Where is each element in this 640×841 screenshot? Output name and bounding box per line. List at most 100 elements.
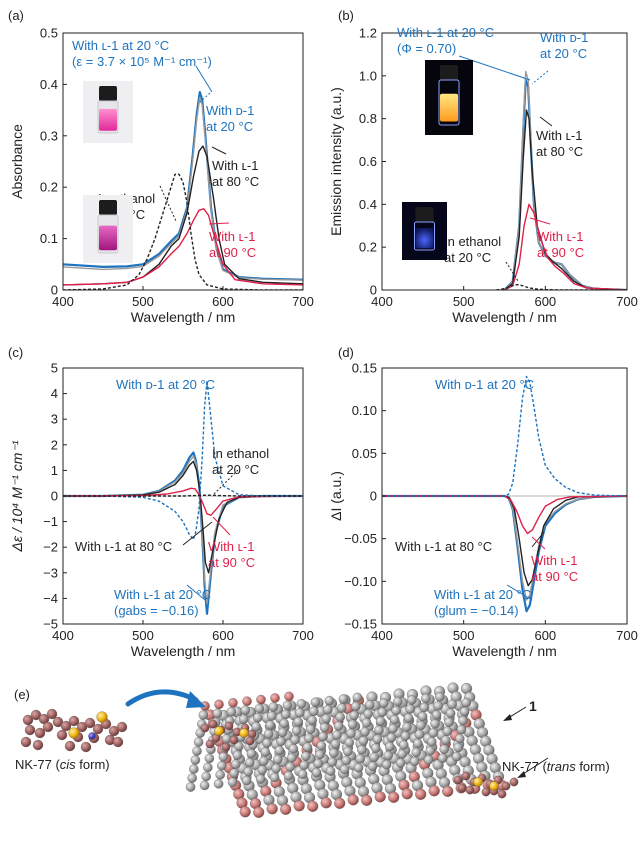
y-axis-label: Δε / 10⁴ M⁻¹ cm⁻¹ [9, 440, 25, 552]
y-tick-label: 0.4 [359, 197, 377, 212]
annotation-pointer [211, 146, 227, 155]
series-line-d20 [382, 375, 627, 497]
y-tick-label: 0 [370, 489, 377, 504]
insertion-arrow-head [186, 691, 206, 708]
x-tick-label: 500 [453, 628, 475, 643]
y-tick-label: 4 [51, 386, 58, 401]
y-tick-label: −1 [43, 514, 58, 529]
annotation-text: With ʟ-1 at 20 °C (ε = 3.7 × 10⁵ M⁻¹ cm⁻¹… [72, 38, 212, 69]
panel-label: (a) [8, 8, 24, 23]
insertion-arrow [125, 689, 199, 707]
x-axis-label: Wavelength / nm [131, 309, 236, 325]
x-tick-label: 600 [534, 628, 556, 643]
annotation-pointer [186, 584, 206, 601]
series-line-l90 [63, 208, 303, 286]
guest-molecule-in-host [200, 719, 257, 752]
x-tick-label: 700 [616, 628, 638, 643]
y-tick-label: 1.0 [359, 68, 377, 83]
annotation-pointer [198, 92, 211, 104]
chart-panel-d: (d) 400 500 600 700 −0.15 −0.10 −0.05 0 0.05 0.10 0… [328, 345, 638, 659]
host-pointer-head [503, 714, 512, 721]
series-line-l90 [504, 203, 627, 290]
trans-guest-molecule [453, 771, 519, 799]
vial-photo [83, 81, 133, 143]
y-tick-label: −0.15 [344, 617, 377, 632]
x-axis-label: Wavelength / nm [452, 643, 557, 659]
trans-pointer [519, 757, 549, 777]
x-tick-label: 600 [212, 628, 234, 643]
y-tick-label: 0.3 [40, 128, 58, 143]
annotation-pointer [539, 116, 553, 127]
x-axis-label: Wavelength / nm [452, 309, 557, 325]
y-tick-label: 0.1 [40, 231, 58, 246]
annotation-pointer [529, 217, 551, 225]
annotation-pointer [208, 222, 230, 225]
annotation-pointer [212, 469, 239, 496]
y-tick-label: −4 [43, 591, 58, 606]
annotation-text: With ʟ-1 at 80 °C [536, 128, 583, 159]
x-tick-label: 500 [132, 628, 154, 643]
panel-e-label: (e) [14, 687, 30, 702]
host-crystal-1 [185, 682, 508, 818]
annotation-text: With ʟ-1 at 90 °C [209, 229, 256, 260]
annotation-pointer [212, 516, 231, 536]
annotation-text: With ᴅ-1 at 20 °C [540, 30, 588, 61]
x-axis-label: Wavelength / nm [131, 643, 236, 659]
annotation-text: With ʟ-1 at 20 °C (Φ = 0.70) [397, 25, 494, 56]
annotation-text: With ᴅ-1 at 20 °C [116, 377, 215, 392]
y-tick-label: 0.4 [40, 77, 58, 92]
x-tick-label: 700 [292, 294, 314, 309]
series-line-l80 [504, 109, 627, 290]
vial-photo [83, 195, 133, 263]
annotation-pointer [195, 65, 213, 93]
y-tick-label: 0.05 [352, 446, 377, 461]
y-axis-label: ΔI (a.u.) [328, 471, 344, 521]
y-tick-label: −2 [43, 540, 58, 555]
y-tick-label: 3 [51, 412, 58, 427]
y-tick-label: 0.6 [359, 154, 377, 169]
chart-panel-a: (a) 400 500 600 700 0 0.1 0.2 0.3 0.4 0.5 Wavelengt… [8, 8, 314, 325]
annotation-pointer [531, 536, 546, 550]
y-tick-label: 5 [51, 361, 58, 376]
x-tick-label: 600 [212, 294, 234, 309]
annotation-text: With ʟ-1 at 20 °C (glum = −0.14) [434, 587, 531, 618]
axis-frame [62, 32, 304, 291]
annotation-text: With ʟ-1 at 90 °C [531, 553, 578, 584]
y-tick-label: 0.10 [352, 403, 377, 418]
annotation-text: With ʟ-1 at 90 °C [537, 229, 584, 260]
panel-label: (d) [338, 345, 354, 360]
y-tick-label: 0.2 [40, 180, 58, 195]
y-tick-label: 1.2 [359, 26, 377, 41]
series-line-eth [63, 173, 303, 290]
x-tick-label: 500 [132, 294, 154, 309]
panel-label: (b) [338, 8, 354, 23]
series-line-gray80 [63, 455, 303, 605]
series-line-l80 [63, 460, 303, 574]
x-tick-label: 400 [52, 628, 74, 643]
series-line-d20 [63, 380, 303, 541]
x-tick-label: 400 [371, 628, 393, 643]
y-tick-label: 0.2 [359, 240, 377, 255]
annotation-text: With ʟ-1 at 80 °C [395, 539, 492, 554]
cis-form-label: NK-77 (cis form) [15, 757, 110, 772]
y-tick-label: 1 [51, 463, 58, 478]
series-line-gray80 [382, 495, 627, 601]
vial-photo [402, 202, 447, 260]
series-line-l90 [63, 487, 303, 516]
x-tick-label: 600 [534, 294, 556, 309]
y-axis-label: Absorbance [9, 124, 25, 199]
y-tick-label: −0.05 [344, 531, 377, 546]
annotation-text: With ᴅ-1 at 20 °C [435, 377, 534, 392]
y-tick-label: 0 [51, 489, 58, 504]
annotation-pointer [506, 584, 533, 601]
panel-label: (c) [8, 345, 23, 360]
trans-pointer-head [517, 771, 526, 778]
cis-molecule [20, 708, 128, 753]
y-tick-label: 0.15 [352, 361, 377, 376]
annotation-pointer [182, 521, 213, 546]
y-tick-label: 2 [51, 437, 58, 452]
trans-form-label: NK-77 (trans form) [502, 759, 610, 774]
vial-photo [425, 60, 473, 135]
